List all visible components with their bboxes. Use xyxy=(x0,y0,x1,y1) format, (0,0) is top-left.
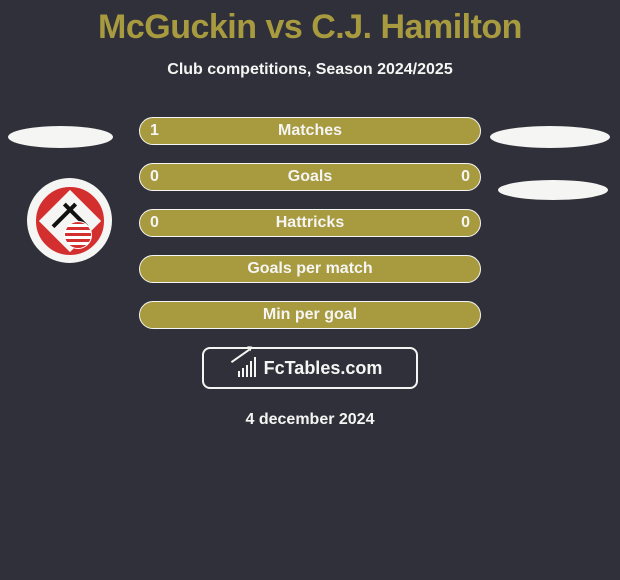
stat-label: Min per goal xyxy=(164,306,456,324)
brand-text: FcTables.com xyxy=(264,358,383,379)
stat-row: 1Matches xyxy=(139,117,481,145)
stat-right-value: 0 xyxy=(456,168,470,186)
stat-row: Min per goal xyxy=(139,301,481,329)
stat-label: Goals per match xyxy=(164,260,456,278)
brand-bars-icon xyxy=(238,359,256,377)
side-ellipse-left-0 xyxy=(8,126,113,148)
club-badge xyxy=(27,178,112,263)
stat-right-value: 0 xyxy=(456,214,470,232)
stat-left-value: 0 xyxy=(150,168,164,186)
side-ellipse-right-1 xyxy=(498,180,608,200)
subtitle: Club competitions, Season 2024/2025 xyxy=(0,61,620,79)
side-ellipse-right-0 xyxy=(490,126,610,148)
stat-row: Goals per match xyxy=(139,255,481,283)
stat-label: Hattricks xyxy=(164,214,456,232)
stat-label: Goals xyxy=(164,168,456,186)
brand-box[interactable]: FcTables.com xyxy=(202,347,418,389)
date-text: 4 december 2024 xyxy=(0,411,620,429)
stat-label: Matches xyxy=(164,122,456,140)
stat-left-value: 0 xyxy=(150,214,164,232)
stat-row: 0Hattricks0 xyxy=(139,209,481,237)
stat-left-value: 1 xyxy=(150,122,164,140)
stat-row: 0Goals0 xyxy=(139,163,481,191)
page-title: McGuckin vs C.J. Hamilton xyxy=(0,0,620,47)
